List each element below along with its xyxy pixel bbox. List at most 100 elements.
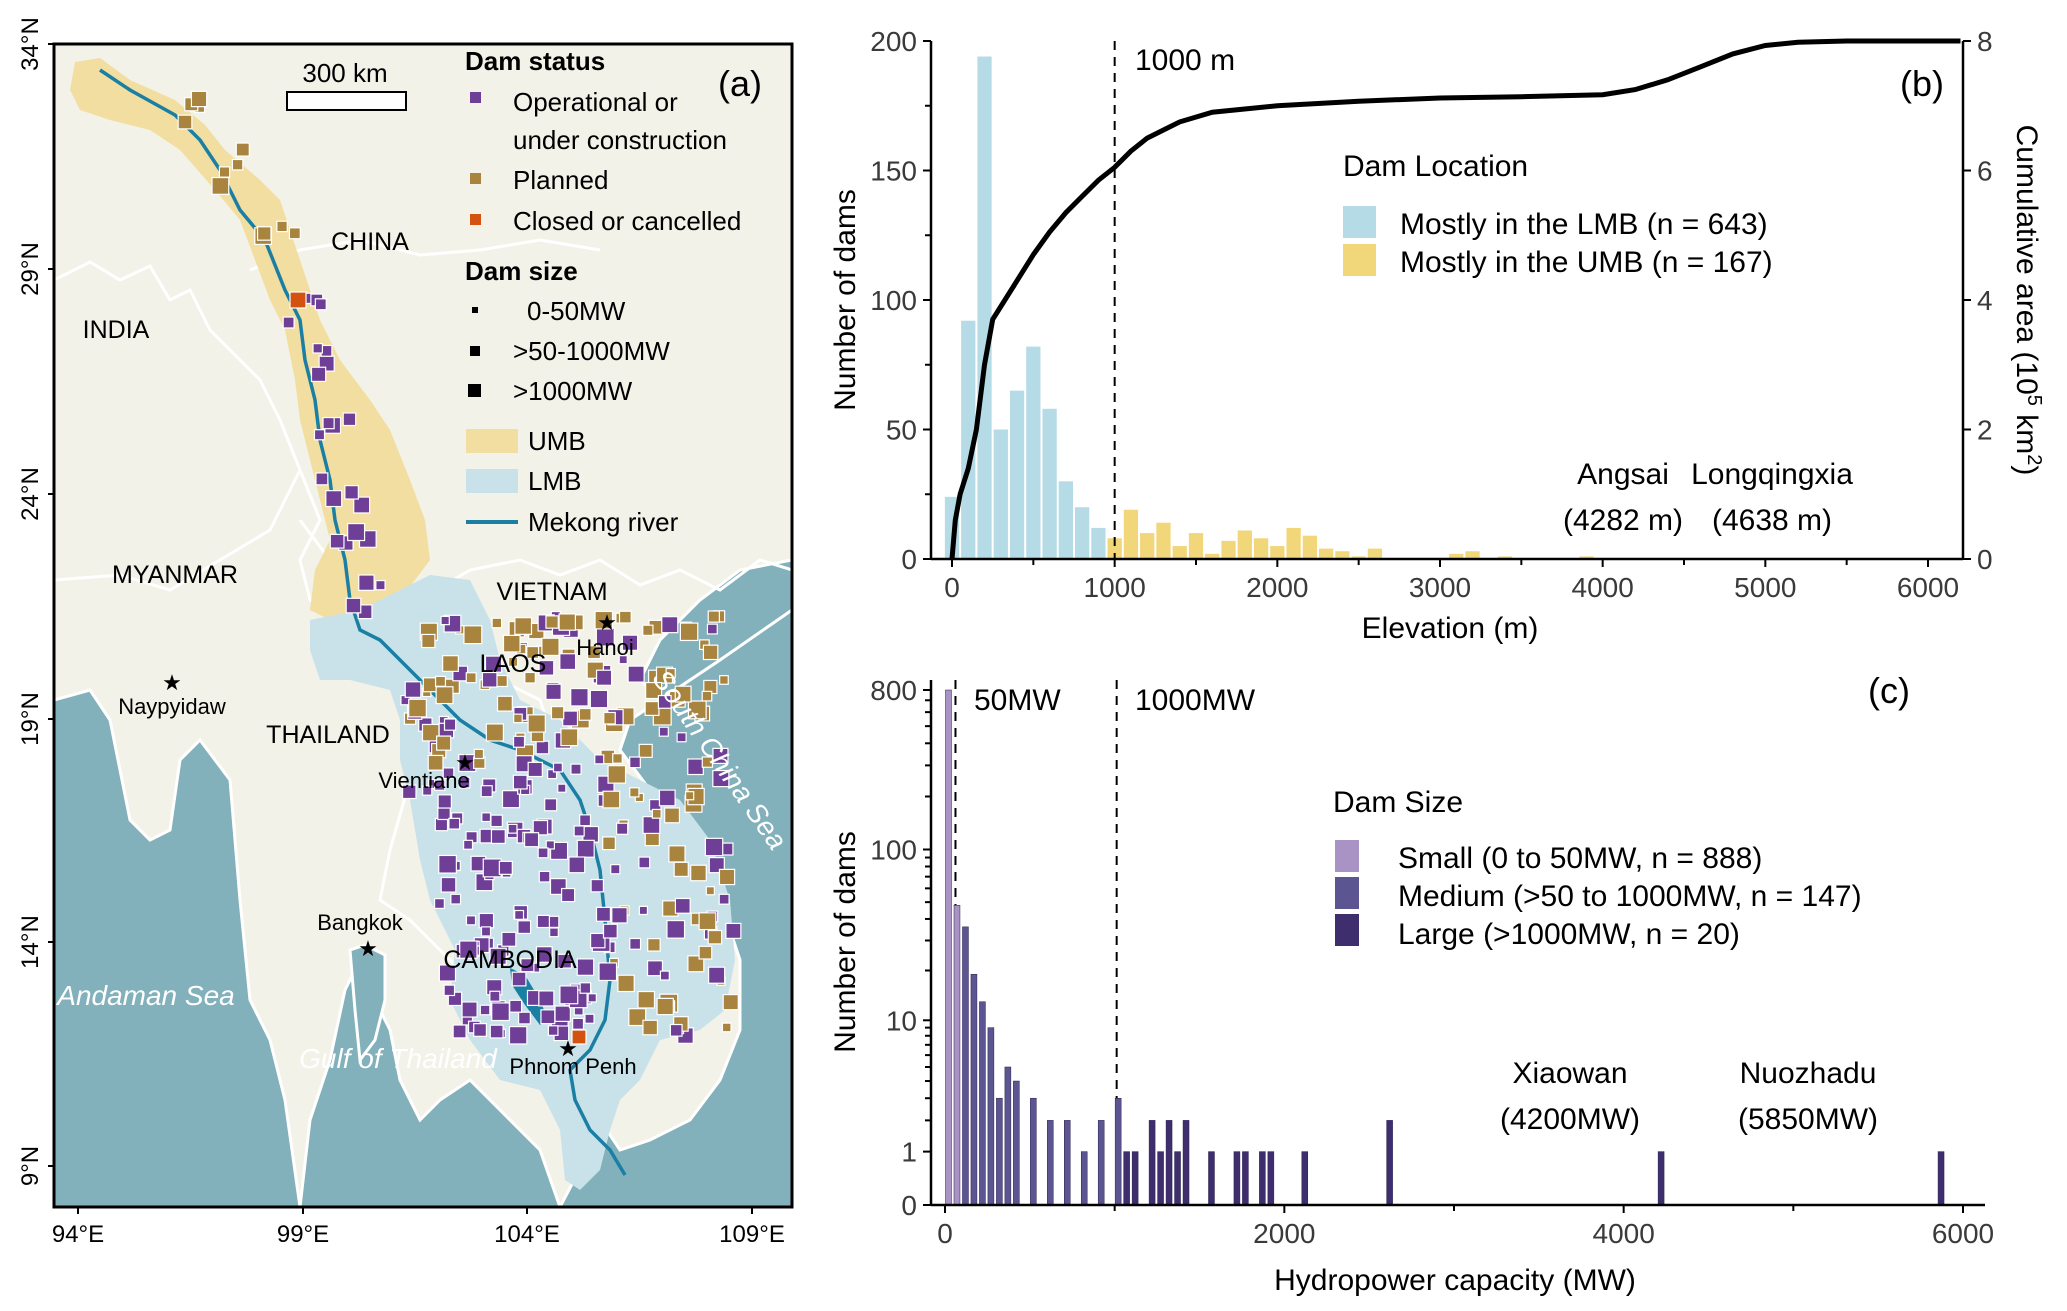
legend-label-lmb: LMB <box>528 466 581 496</box>
lat-tick-label: 29°N <box>17 242 44 296</box>
legend-label-medium: Medium (>50 to 1000MW, n = 147) <box>1398 880 1862 913</box>
bar-large <box>1131 1151 1139 1206</box>
legend-label-small: 0-50MW <box>527 296 626 326</box>
dam-marker <box>638 856 651 869</box>
panel-c-capacity-histogram: 0 2000 4000 6000 0 1 10 100 800 Number of dams H… <box>829 670 1994 1297</box>
bar-large <box>1259 1151 1266 1206</box>
dam-marker <box>538 659 555 676</box>
capacity-vlines <box>954 680 1118 1099</box>
bar-medium <box>996 1097 1003 1206</box>
legend-swatch-lmb <box>1343 206 1376 238</box>
dam-marker <box>603 711 616 725</box>
dam-marker <box>422 785 433 796</box>
bar-small <box>953 904 961 1206</box>
dam-marker <box>602 790 621 809</box>
country-label-laos: LAOS <box>480 650 547 678</box>
dam-marker <box>404 681 422 698</box>
legend-label-planned: Planned <box>513 165 608 195</box>
dam-marker <box>712 769 730 788</box>
dam-marker <box>511 971 527 987</box>
dam-marker <box>489 1024 504 1039</box>
dam-marker <box>508 656 519 667</box>
dam-marker <box>572 1017 585 1030</box>
dam-marker <box>310 366 327 383</box>
dam-marker <box>484 655 503 673</box>
dam-marker <box>628 1008 647 1027</box>
bar-large <box>1233 1151 1241 1206</box>
bar-umb <box>1335 551 1350 559</box>
y-tick-label: 100 <box>870 285 917 316</box>
dam-marker <box>535 740 550 755</box>
scale-bar <box>286 91 407 111</box>
bar-large <box>1208 1151 1215 1206</box>
star-icon: ★ <box>162 670 182 695</box>
legend-label-large: Large (>1000MW, n = 20) <box>1398 918 1740 951</box>
dam-marker <box>489 990 501 1002</box>
dam-marker <box>481 812 492 823</box>
dam-marker <box>595 906 611 922</box>
dam-marker <box>668 845 686 863</box>
dam-marker <box>607 765 627 784</box>
dam-marker <box>618 655 628 665</box>
dam-marker <box>537 847 549 859</box>
dam-marker <box>676 732 687 743</box>
legend-swatch-large <box>468 384 481 397</box>
dam-marker <box>702 644 719 661</box>
bar-umb <box>1449 553 1464 559</box>
legend-label-umb: UMB <box>528 426 586 456</box>
dam-marker <box>526 645 540 659</box>
sea-label-text: Andaman Sea <box>55 980 234 1011</box>
dam-marker <box>586 645 602 660</box>
y-tick-label: 1 <box>901 1137 917 1168</box>
dam-marker <box>465 672 477 684</box>
gulf-inner <box>348 943 387 1064</box>
panel-label-c: (c) <box>1868 670 1910 711</box>
dam-marker <box>587 993 597 1003</box>
dam-marker <box>440 876 457 893</box>
sea-label-gulf-of-thailand: Gulf of Thailand <box>299 1043 498 1074</box>
dam-marker <box>579 814 592 827</box>
dam-marker <box>545 683 562 701</box>
bar-umb <box>1286 527 1301 559</box>
dam-marker <box>437 806 451 821</box>
dam-marker <box>687 955 705 973</box>
dam-marker <box>282 316 295 329</box>
dam-marker <box>480 926 492 937</box>
dam-marker <box>560 887 576 903</box>
dam-marker <box>547 1025 559 1036</box>
dam-marker <box>705 886 715 896</box>
lat-axis: 34°N 29°N 24°N 19°N 14°N 9°N <box>17 17 54 1186</box>
dam-marker <box>312 343 323 354</box>
bar-umb <box>1205 553 1220 559</box>
legend-title-dam-size: Dam size <box>465 256 578 286</box>
bar-umb <box>1123 509 1139 559</box>
bar-umb <box>1351 556 1366 559</box>
dam-marker <box>629 756 641 769</box>
dam-marker <box>721 1022 732 1033</box>
dam-marker-closed <box>289 291 307 309</box>
bar-medium <box>987 1027 995 1206</box>
x-tick-label: 3000 <box>1409 572 1471 603</box>
bar-medium <box>970 973 978 1206</box>
dam-marker <box>550 705 565 720</box>
dam-marker <box>673 861 689 878</box>
dam-marker <box>725 922 742 939</box>
dam-marker <box>657 694 672 709</box>
lat-tick-label: 9°N <box>17 1146 44 1186</box>
annotation-xiaowan-name: Xiaowan <box>1512 1057 1627 1090</box>
bar-umb <box>1270 546 1285 559</box>
dam-marker <box>473 748 485 760</box>
dam-marker <box>568 856 586 874</box>
panel-label-a: (a) <box>718 63 762 104</box>
y-tick-label: 50 <box>886 415 917 446</box>
legend-label-operational-2: under construction <box>513 125 727 155</box>
panel-c-legend: Dam Size Small (0 to 50MW, n = 888) Medi… <box>1333 786 1862 951</box>
bar-umb <box>1221 540 1236 559</box>
legend-label-small: Small (0 to 50MW, n = 888) <box>1398 842 1762 875</box>
bar-medium <box>1013 1080 1020 1206</box>
bar-umb <box>1140 533 1155 559</box>
elevation-bars <box>944 56 1594 559</box>
dam-marker <box>594 610 614 630</box>
panel-b-elevation-histogram: 0 1000 2000 3000 4000 5000 6000050100150200024… <box>829 26 2045 645</box>
legend-label-lmb: Mostly in the LMB (n = 643) <box>1400 208 1768 241</box>
